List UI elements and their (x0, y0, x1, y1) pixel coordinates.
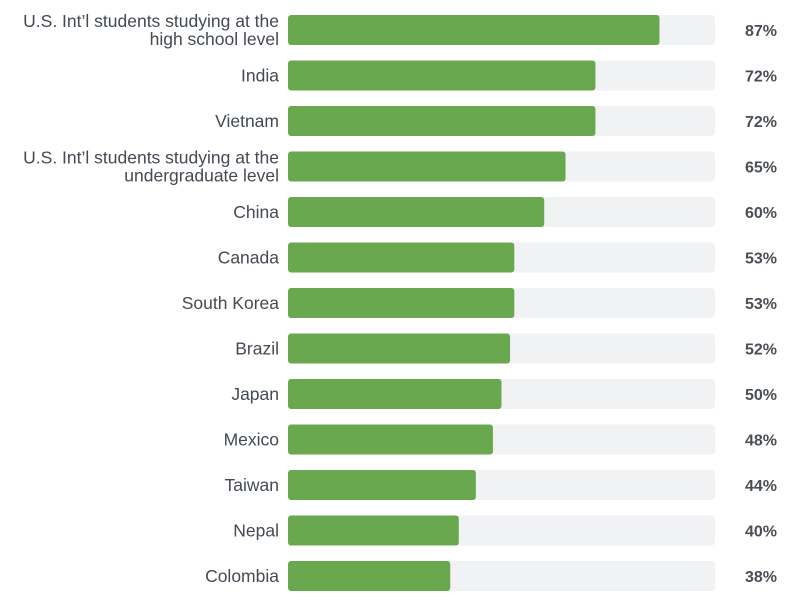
value-label: 40% (745, 524, 777, 541)
bar-row: India 72% (241, 60, 777, 91)
bar (288, 288, 515, 318)
value-label: 87% (745, 23, 777, 40)
bar-row: Colombia 38% (205, 561, 777, 591)
bar-row: Vietnam 72% (215, 106, 777, 136)
bar-row: Brazil 52% (235, 333, 777, 364)
bar-row: Mexico 48% (224, 424, 777, 455)
category-label-line: China (233, 202, 279, 222)
value-label: 48% (745, 433, 777, 450)
category-label-line: Mexico (224, 430, 279, 450)
bar-row: South Korea 53% (182, 288, 777, 318)
category-label: Mexico (224, 430, 279, 450)
bar-row: Japan 50% (231, 379, 777, 409)
category-label-line: Nepal (233, 521, 279, 541)
value-label: 38% (745, 569, 777, 586)
category-label-line: Canada (218, 248, 280, 268)
bar (288, 15, 660, 45)
bar (288, 424, 493, 455)
category-label: Japan (231, 384, 279, 404)
category-label-line: Vietnam (215, 111, 279, 131)
category-label-line: India (241, 66, 279, 86)
bar (288, 106, 596, 136)
value-label: 53% (745, 296, 777, 313)
bar-row: Canada 53% (218, 242, 777, 273)
category-label-line: U.S. Int’l students studying at the (23, 11, 279, 31)
bar (288, 333, 511, 364)
category-label-line: Taiwan (225, 475, 279, 495)
category-label: China (233, 202, 279, 222)
value-label: 53% (745, 251, 777, 268)
value-label: 52% (745, 342, 777, 359)
value-label: 72% (745, 69, 777, 86)
bar (288, 561, 451, 591)
bar (288, 197, 545, 227)
category-label-line: undergraduate level (124, 166, 279, 186)
category-label: South Korea (182, 293, 280, 313)
value-label: 72% (745, 114, 777, 131)
bar (288, 379, 502, 409)
category-label: India (241, 66, 279, 86)
category-label: Colombia (205, 566, 279, 586)
bar (288, 470, 476, 500)
bar-row: China 60% (233, 197, 777, 227)
category-label-line: Japan (231, 384, 279, 404)
bar (288, 151, 566, 182)
category-label-line: U.S. Int’l students studying at the (23, 148, 279, 168)
category-label-line: Colombia (205, 566, 279, 586)
category-label: Brazil (235, 339, 279, 359)
value-label: 44% (745, 478, 777, 495)
category-label: U.S. Int’l students studying at the under… (23, 148, 279, 186)
category-label-line: Brazil (235, 339, 279, 359)
value-label: 60% (745, 205, 777, 222)
bar (288, 60, 596, 91)
bar-row: U.S. Int’l students studying at the under… (23, 148, 777, 186)
bar-row: Nepal 40% (233, 515, 777, 546)
bar (288, 515, 459, 546)
category-label: Nepal (233, 521, 279, 541)
bar-row: Taiwan 44% (225, 470, 777, 500)
category-label-line: high school level (150, 29, 279, 49)
bar (288, 242, 515, 273)
category-label: Canada (218, 248, 280, 268)
category-label: U.S. Int’l students studying at the high … (23, 11, 279, 49)
value-label: 65% (745, 160, 777, 177)
category-label: Taiwan (225, 475, 279, 495)
value-label: 50% (745, 387, 777, 404)
category-label: Vietnam (215, 111, 279, 131)
bar-row: U.S. Int’l students studying at the high … (23, 11, 777, 49)
category-label-line: South Korea (182, 293, 280, 313)
